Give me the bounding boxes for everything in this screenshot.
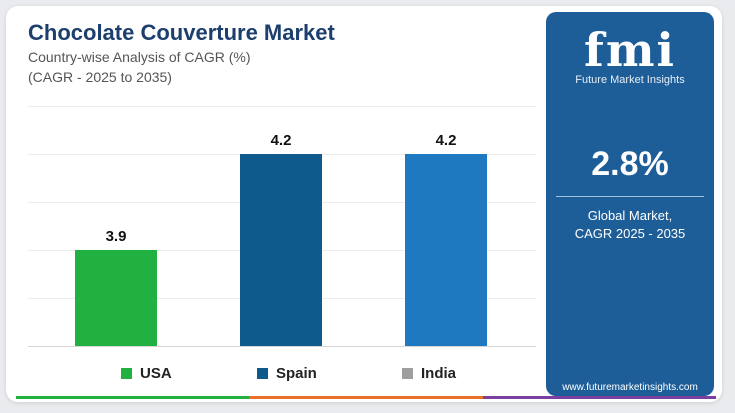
bar-chart: 3.9 4.2 4.2: [28, 106, 536, 347]
website-link[interactable]: www.futuremarketinsights.com: [562, 382, 698, 393]
data-label-spain: 4.2: [271, 132, 292, 149]
bar-usa: [75, 250, 157, 346]
legend-swatch-spain: [257, 367, 268, 379]
logo-mark: fmi: [584, 23, 676, 77]
chart-title: Chocolate Couverture Market: [28, 20, 335, 45]
legend-swatch-usa: [121, 367, 132, 379]
chart-subtitle-period: (CAGR - 2025 to 2035): [28, 69, 172, 85]
legend-label-usa: USA: [140, 364, 172, 382]
data-label-usa: 3.9: [106, 228, 127, 245]
legend-label-spain: Spain: [276, 364, 317, 382]
fmi-logo: fmi Future Market Insights: [546, 26, 714, 86]
bar-spain: [240, 154, 322, 346]
summary-panel: fmi Future Market Insights 2.8% Global M…: [546, 12, 714, 396]
global-cagr-value: 2.8%: [591, 145, 669, 183]
logo-caption: Future Market Insights: [575, 74, 685, 86]
legend-item-usa: USA: [121, 363, 172, 383]
accent-segment-orange: [249, 396, 483, 399]
bottom-accent-bar: [16, 396, 716, 399]
legend-label-india: India: [421, 364, 457, 382]
kpi-label-line1: Global Market,: [587, 208, 673, 223]
accent-segment-green: [16, 396, 250, 399]
legend-swatch-india: [402, 367, 413, 379]
accent-segment-purple: [482, 396, 716, 399]
bar-india: [405, 154, 487, 346]
kpi-divider: [556, 196, 704, 197]
legend-item-spain: Spain: [257, 363, 317, 383]
chart-card: Chocolate Couverture Market Country-wise…: [6, 6, 722, 402]
data-label-india: 4.2: [436, 132, 457, 149]
chart-subtitle: Country-wise Analysis of CAGR (%): [28, 49, 251, 65]
kpi-label-line2: CAGR 2025 - 2035: [574, 226, 686, 241]
legend-item-india: India: [402, 363, 456, 383]
